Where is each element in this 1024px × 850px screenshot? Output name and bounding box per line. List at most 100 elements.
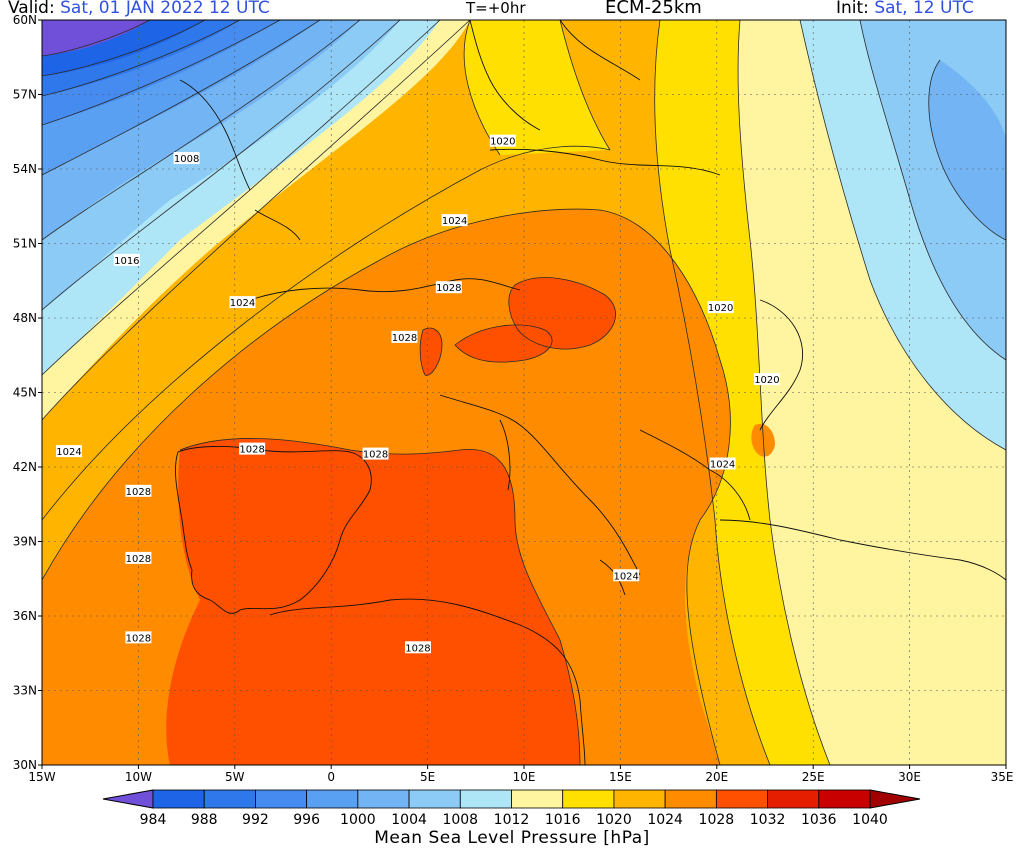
colorbar-swatch — [203, 789, 256, 809]
isobar-label-text: 1020 — [490, 137, 515, 148]
isobar-label-text: 1008 — [174, 154, 199, 165]
isobar-label-text: 1028 — [363, 450, 388, 461]
band-1000-1004-east — [928, 60, 1006, 240]
isobar-label-bg — [709, 457, 736, 470]
isobar-label-text: 1028 — [436, 283, 461, 294]
colorbar-swatch — [664, 789, 717, 809]
lat-tick-label: 33N — [13, 684, 37, 698]
isobar-label-text: 1024 — [613, 571, 638, 582]
colorbar-level-label: 1032 — [750, 812, 786, 828]
colorbar-level-label: 988 — [191, 812, 218, 828]
isobar-label-text: 1024 — [230, 298, 255, 309]
colorbar-level-label: 984 — [140, 812, 167, 828]
lon-tick-label: 20E — [705, 770, 728, 784]
lat-tick-label: 51N — [13, 237, 37, 251]
model-name: ECM-25km — [605, 0, 702, 18]
colorbar-swatch — [613, 789, 666, 809]
isobar-label-bg — [125, 631, 152, 644]
lat-tick-label: 42N — [13, 460, 37, 474]
isobar-label-bg — [753, 373, 780, 386]
lat-tick-label: 54N — [13, 162, 37, 176]
colorbar-swatch — [562, 789, 615, 809]
colorbar-swatch — [255, 789, 308, 809]
isobar-label-bg — [707, 301, 734, 314]
colorbar-level-label: 1036 — [801, 812, 837, 828]
isobar-label: 1028 — [404, 641, 431, 654]
isobar-label-bg — [55, 445, 82, 458]
lon-tick-label: 30E — [898, 770, 921, 784]
isobar-label: 1024 — [613, 569, 640, 582]
lon-tick-label: 5E — [420, 770, 435, 784]
isobar-label-text: 1020 — [708, 303, 733, 314]
isobar-label-text: 1028 — [405, 643, 430, 654]
isobar-label-bg — [435, 281, 462, 294]
isobar-label-text: 1020 — [754, 375, 779, 386]
valid-label: Valid: — [8, 0, 55, 18]
colorbar-level-label: 996 — [293, 812, 320, 828]
isobar-label: 1028 — [391, 330, 418, 344]
isobar-label-text: 1028 — [126, 487, 151, 498]
latitude-axis: 60N 57N 54N 51N 48N 45N 42N 39N 36N 33N 30N — [13, 13, 42, 772]
colorbar-title: Mean Sea Level Pressure [hPa] — [374, 828, 650, 848]
colorbar-level-label: 1000 — [340, 812, 376, 828]
isobar-label: 1008 — [173, 152, 200, 165]
lon-tick-label: 5W — [225, 770, 245, 784]
colorbar-swatch — [408, 789, 461, 809]
colorbar-level-label: 1008 — [442, 812, 478, 828]
lat-tick-label: 30N — [13, 758, 37, 772]
band-1028-1032-massif — [420, 328, 442, 376]
map-area — [42, 20, 1006, 765]
isobar-label-text: 1024 — [56, 447, 81, 458]
colorbar-swatch — [818, 789, 871, 809]
forecast-step: T=+0hr — [466, 0, 526, 17]
isobar-label: 1020 — [489, 134, 516, 148]
lon-tick-label: 0 — [327, 770, 335, 784]
band-1028-1032-iberia — [166, 438, 580, 765]
isobar-label: 1028 — [435, 281, 462, 294]
isobar-label-bg — [391, 330, 418, 343]
isobar-label: 1024 — [709, 457, 736, 471]
colorbar-swatch — [715, 789, 768, 809]
init-time-header: Init: Sat, 12 UTC — [836, 0, 974, 18]
init-value: Sat, 12 UTC — [874, 0, 974, 18]
isobar-label: 1024 — [229, 296, 256, 309]
lon-tick-label: 35E — [991, 770, 1014, 784]
lat-tick-label: 39N — [13, 535, 37, 549]
isobar-label-text: 1028 — [239, 445, 264, 456]
colorbar-level-label: 992 — [242, 812, 269, 828]
colorbar-swatch — [767, 789, 820, 809]
init-label: Init: — [836, 0, 869, 18]
lon-tick-label: 15E — [609, 770, 632, 784]
colorbar-extend-high — [869, 789, 921, 809]
isobar-label-bg — [239, 442, 266, 455]
isobar-label: 1024 — [55, 445, 82, 458]
lon-tick-label: 25E — [802, 770, 825, 784]
lon-tick-label: 10W — [125, 770, 152, 784]
longitude-axis: 15W 10W 5W 0 5E 10E 15E 20E 25E 30E 35E — [28, 765, 1013, 784]
isobar-label-text: 1028 — [126, 554, 151, 565]
colorbar-swatch — [511, 789, 564, 809]
isobar-label-bg — [404, 641, 431, 654]
isobar-label-bg — [125, 484, 152, 497]
colorbar-level-label: 1004 — [391, 812, 427, 828]
isobar-label: 1028 — [125, 484, 152, 498]
isobar-labels: 1008 1016 1024 1024 1028 1028 1028 1028 1028 1028… — [55, 134, 780, 654]
isobar-lines — [42, 20, 1006, 765]
coastlines — [175, 20, 1006, 765]
colorbar: 984 988 992 996 1000 1004 1008 1012 1016 1020 1024… — [102, 789, 921, 828]
band-1016-1020-north — [464, 20, 610, 155]
colorbar-level-label: 1020 — [596, 812, 632, 828]
lon-tick-label: 10E — [513, 770, 536, 784]
colorbar-level-label: 1028 — [699, 812, 735, 828]
colorbar-level-label: 1016 — [545, 812, 581, 828]
isobar-label: 1020 — [753, 373, 780, 386]
lat-tick-label: 45N — [13, 386, 37, 400]
valid-value: Sat, 01 JAN 2022 12 UTC — [60, 0, 270, 18]
isobar-label-text: 1016 — [114, 256, 139, 267]
band-1028-1032-alps — [455, 325, 553, 363]
colorbar-level-label: 1040 — [852, 812, 888, 828]
isobar-label-bg — [489, 134, 516, 147]
lat-tick-label: 48N — [13, 311, 37, 325]
isobar-label: 1024 — [441, 214, 468, 227]
